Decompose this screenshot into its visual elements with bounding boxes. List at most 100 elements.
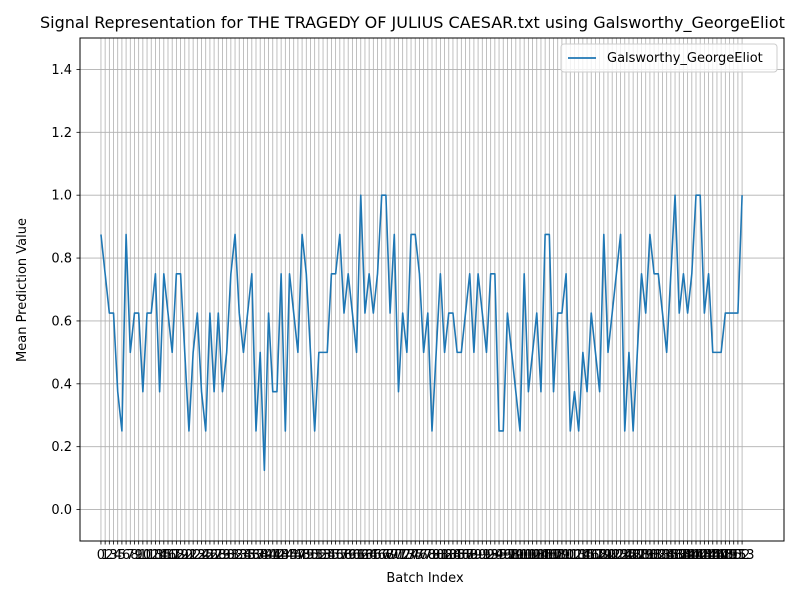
x-tick-label: 7	[126, 548, 134, 563]
x-tick-label: 41	[264, 548, 281, 563]
x-tick-label: 92	[478, 548, 495, 563]
y-tick-label: 0.4	[51, 377, 72, 392]
x-tick-label: 26	[202, 548, 219, 563]
x-tick-label: 63	[357, 548, 374, 563]
x-tick-label: 82	[436, 548, 453, 563]
x-tick-label: 38	[252, 548, 269, 563]
y-tick-label: 0.2	[51, 440, 72, 455]
x-tick-label: 142	[684, 548, 709, 563]
x-tick-label: 25	[197, 548, 214, 563]
x-tick-label: 126	[617, 548, 642, 563]
x-tick-label: 52	[311, 548, 328, 563]
x-tick-label: 153	[730, 548, 755, 563]
x-tick-label: 85	[449, 548, 466, 563]
x-tick-label: 80	[428, 548, 445, 563]
x-tick-label: 69	[382, 548, 399, 563]
y-tick-label: 0.0	[51, 503, 72, 518]
x-tick-label: 37	[248, 548, 265, 563]
x-tick-label: 53	[315, 548, 332, 563]
x-tick-label: 22	[185, 548, 202, 563]
x-tick-label: 83	[440, 548, 457, 563]
series-line	[100, 194, 743, 472]
x-tick-label: 8	[130, 548, 138, 563]
y-tick-label: 1.0	[51, 189, 72, 204]
x-tick-label: 73	[399, 548, 416, 563]
x-tick-label: 105	[529, 548, 554, 563]
x-tick-label: 13	[147, 548, 164, 563]
x-tick-label: 51	[306, 548, 323, 563]
x-tick-label: 3	[109, 548, 117, 563]
x-tick-label: 138	[667, 548, 692, 563]
x-tick-label: 96	[495, 548, 512, 563]
x-tick-label: 44	[277, 548, 294, 563]
x-tick-label: 89	[466, 548, 483, 563]
x-tick-label: 65	[365, 548, 382, 563]
x-tick-label: 5	[118, 548, 126, 563]
x-tick-label: 57	[332, 548, 349, 563]
x-tick-label: 147	[705, 548, 730, 563]
x-tick-label: 144	[692, 548, 717, 563]
x-tick-label: 101	[512, 548, 537, 563]
x-tick-label: 121	[596, 548, 621, 563]
x-tick-label: 152	[725, 548, 750, 563]
x-tick-label: 140	[675, 548, 700, 563]
x-tick-label: 18	[168, 548, 185, 563]
x-tick-label: 28	[210, 548, 227, 563]
x-tick-label: 40	[260, 548, 277, 563]
x-tick-label: 87	[457, 548, 474, 563]
x-tick-label: 139	[671, 548, 696, 563]
x-tick-label: 45	[281, 548, 298, 563]
x-tick-label: 100	[508, 548, 533, 563]
x-tick-label: 115	[570, 548, 595, 563]
x-tick-label: 118	[583, 548, 608, 563]
x-tick-label: 86	[453, 548, 470, 563]
x-tick-label: 59	[340, 548, 357, 563]
y-axis: 0.0 0.2 0.4 0.6 0.8 1.0 1.2 1.4	[51, 63, 80, 518]
x-tick-label: 61	[348, 548, 365, 563]
x-tick-label: 95	[491, 548, 508, 563]
y-tick-label: 0.6	[51, 314, 72, 329]
x-tick-label: 110	[549, 548, 574, 563]
x-tick-label: 1	[101, 548, 109, 563]
x-tick-label: 66	[369, 548, 386, 563]
x-tick-label: 133	[646, 548, 671, 563]
x-tick-label: 2	[105, 548, 113, 563]
x-tick-label: 90	[470, 548, 487, 563]
x-tick-label: 130	[633, 548, 658, 563]
x-tick-label: 145	[696, 548, 721, 563]
legend-box	[560, 43, 778, 73]
x-tick-label: 50	[302, 548, 319, 563]
x-tick-label: 114	[566, 548, 591, 563]
x-tick-label: 55	[323, 548, 340, 563]
x-tick-label: 81	[432, 548, 449, 563]
x-tick-label: 24	[193, 548, 210, 563]
x-tick-label: 48	[294, 548, 311, 563]
x-tick-label: 129	[629, 548, 654, 563]
x-tick-label: 19	[172, 548, 189, 563]
y-tick-label: 1.2	[51, 126, 72, 141]
x-tick-label: 123	[604, 548, 629, 563]
x-tick-label: 20	[176, 548, 193, 563]
x-tick-label: 4	[114, 548, 122, 563]
x-tick-label: 17	[164, 548, 181, 563]
x-tick-label: 74	[403, 548, 420, 563]
x-tick-label: 78	[420, 548, 437, 563]
x-tick-label: 34	[235, 548, 252, 563]
x-tick-label: 151	[721, 548, 746, 563]
x-tick-label: 43	[273, 548, 290, 563]
x-tick-label: 135	[654, 548, 679, 563]
x-tick-label: 107	[537, 548, 562, 563]
x-tick-label: 16	[160, 548, 177, 563]
x-tick-label: 10	[135, 548, 152, 563]
x-tick-label: 106	[533, 548, 558, 563]
x-tick-label: 71	[390, 548, 407, 563]
x-tick-label: 148	[709, 548, 734, 563]
x-tick-label: 29	[214, 548, 231, 563]
x-tick-label: 54	[319, 548, 336, 563]
x-tick-label: 134	[650, 548, 675, 563]
x-tick-label: 143	[688, 548, 713, 563]
chart-title: Signal Representation for THE TRAGEDY OF…	[40, 13, 785, 33]
x-tick-label: 111	[554, 548, 579, 563]
x-tick-label: 75	[407, 548, 424, 563]
